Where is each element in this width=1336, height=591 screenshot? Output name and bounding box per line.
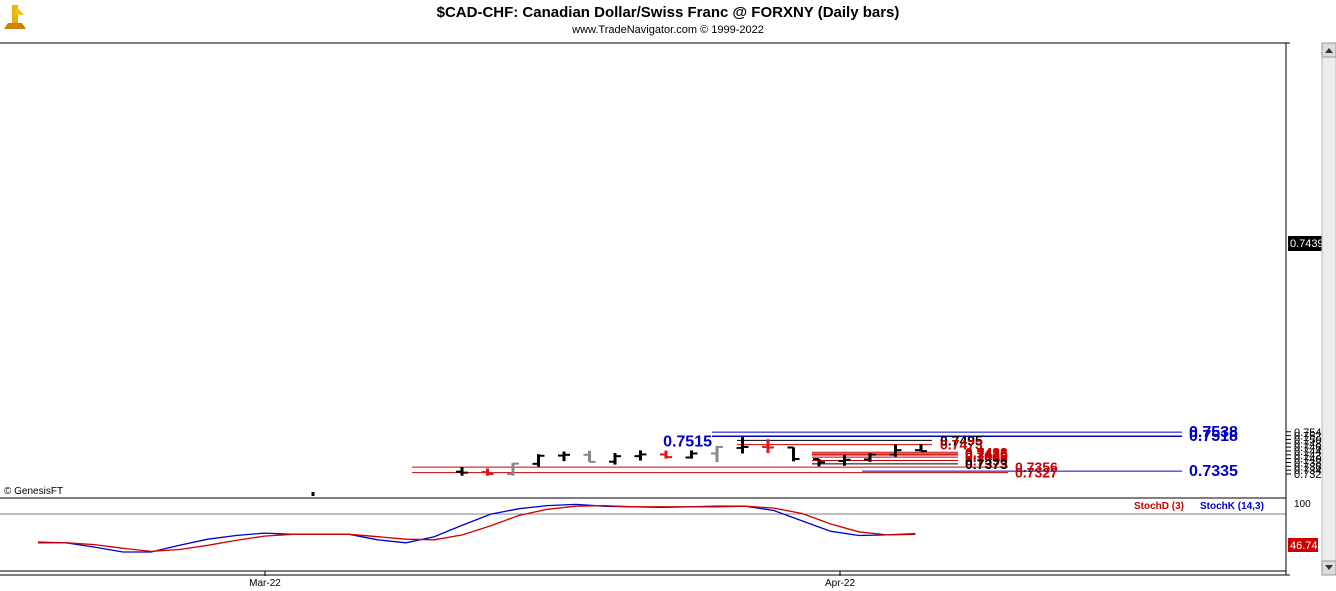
y-tick-label: 0.7540 [1294,427,1328,439]
ohlc-bar [838,454,851,466]
stoch-line-stochd [38,504,916,553]
stoch-legend-k: StochK (14,3) [1200,501,1264,512]
ohlc-bar [813,458,825,467]
ohlc-bar [736,437,749,454]
y-tick-label: 0.7480 [1294,438,1328,450]
level-label: 0.7518 [1189,428,1238,445]
copyright-label: © GenesisFT [4,486,63,497]
level-label: 0.7373 [965,456,1008,472]
ohlc-bar [915,443,927,453]
ohlc-bar [685,450,698,459]
y-tick-label: 0.7440 [1294,446,1328,458]
stoch-current-label: 46.74 [1290,540,1318,552]
level-label: 0.7419 [965,447,1008,463]
ohlc-bar [507,462,519,476]
y-tick-label: 0.7380 [1294,457,1328,469]
ohlc-bar [634,450,647,461]
level-label: 0.7433 [965,444,1008,460]
x-axis: Mar-22 Apr-22 [249,571,855,589]
bars-layer [311,437,927,496]
level-label: 0.7495 [940,432,983,448]
scroll-up-arrow-icon [1325,48,1333,53]
level-label: 0.7425 [965,446,1008,462]
stoch-axis-label: 100 [1294,499,1311,510]
ohlc-bar [762,439,774,454]
ohlc-bar [481,468,494,476]
y-tick-label: 0.7460 [1294,442,1328,454]
scroll-down-arrow-icon [1325,565,1333,570]
y-tick-label: 0.7520 [1294,431,1328,443]
level-label: 0.7473 [940,437,983,453]
y-tick-label: 0.7420 [1294,450,1328,462]
ohlc-bar [583,450,596,463]
stoch-current-marker: 46.74 [1288,538,1318,552]
y-tick-label: 0.7500 [1294,434,1328,446]
current-price-label: 0.7439 [1290,238,1324,250]
level-label: 0.7390 [965,453,1008,469]
y-tick-label: 0.7320 [1294,469,1328,481]
x-tick-label: Mar-22 [249,578,281,589]
current-price-marker: 0.7439 [1288,236,1324,251]
ohlc-bar [787,446,800,462]
chart-subtitle: www.TradeNavigator.com © 1999-2022 [571,24,764,36]
stoch-line-stochk [37,503,916,553]
ohlc-bar [558,451,570,462]
ohlc-bar [711,445,723,463]
stochastic-panel [37,503,916,553]
y-tick-label: 0.7400 [1294,454,1328,466]
y-tick-label: 0.7340 [1294,465,1328,477]
y-axis: 0.73200.73400.73600.73800.74000.74200.74… [1286,427,1328,481]
level-label: 0.7408 [965,449,1008,465]
level-label: 0.7515 [663,434,712,451]
level-label: 0.7335 [1189,463,1238,480]
y-tick-label: 0.7360 [1294,461,1328,473]
ohlc-bar [532,454,545,467]
ohlc-bar [889,444,902,457]
ohlc-bar [660,450,672,459]
level-label: 0.7327 [1015,465,1058,481]
x-tick-label: Apr-22 [825,578,855,589]
chart-title: $CAD-CHF: Canadian Dollar/Swiss Franc @ … [437,4,900,21]
stoch-legend-d: StochD (3) [1134,501,1184,512]
ohlc-bar [609,453,621,465]
tradenavigator-logo [4,5,26,29]
level-label: 0.7538 [1189,424,1238,441]
ohlc-bar [864,453,876,462]
vertical-scrollbar[interactable] [1321,42,1336,576]
ohlc-bar [456,467,468,476]
